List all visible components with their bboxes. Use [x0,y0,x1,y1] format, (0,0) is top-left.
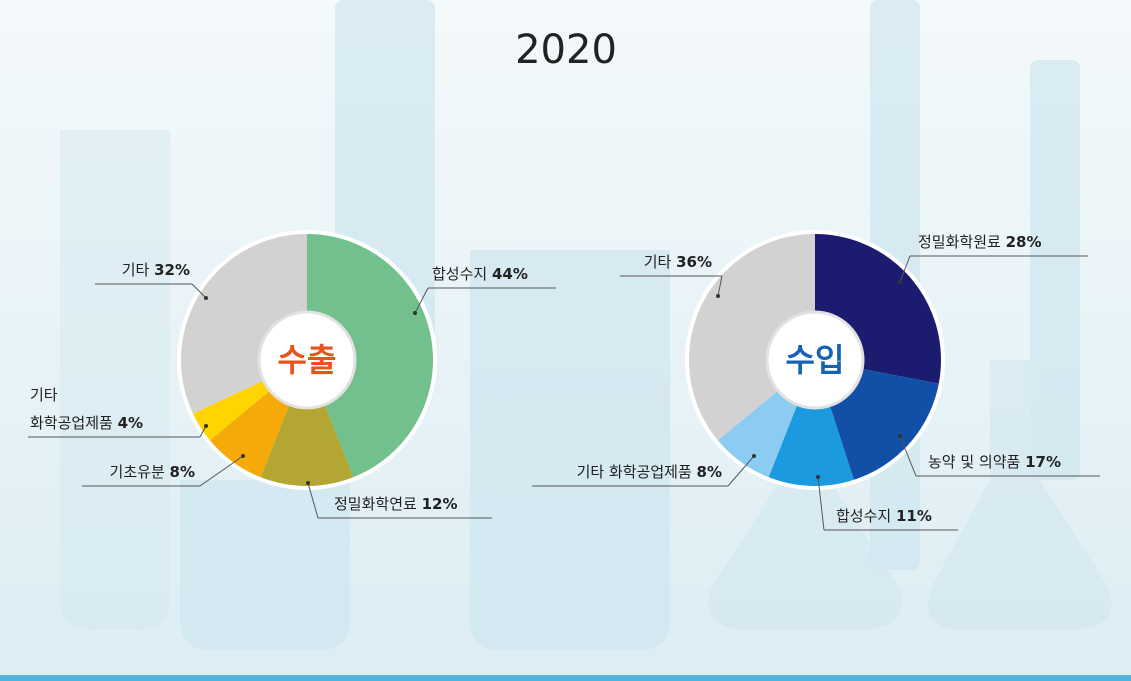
center-ring [765,310,865,410]
leader-dot [241,454,245,458]
value-label: 44% [492,265,528,283]
slice-label: 합성수지 11% [836,507,932,525]
leader-line [899,255,911,283]
category-label: 기타 화학공업제품 [30,386,113,432]
slice-label: 농약 및 의약품 17% [928,453,1061,471]
category-label: 합성수지 [836,507,891,525]
pie-border [685,230,945,490]
value-label: 28% [1006,233,1042,251]
pie-slice [687,232,815,442]
pie-slice [307,232,436,480]
leader-line [307,482,319,519]
leader-line [817,476,825,531]
leader-dot [413,311,417,315]
category-label: 기타 화학공업제품 [577,463,692,481]
bottom-strip [0,675,1131,681]
value-label: 8% [170,463,195,481]
value-label: 11% [896,507,932,525]
pie-slice [767,360,855,488]
leader-line [199,455,244,487]
slice-label: 기타 32% [122,261,190,279]
value-label: 32% [154,261,190,279]
category-label: 합성수지 [432,265,487,283]
slice-label: 기타 화학공업제품 8% [577,463,722,481]
leader-line [899,435,917,477]
leader-dot [898,280,902,284]
value-label: 4% [118,414,143,432]
leader-line [727,455,755,487]
leader-line [717,275,723,297]
leader-dot [898,434,902,438]
leader-dot [752,454,756,458]
slice-label: 기타 화학공업제품 4% [30,386,143,432]
center-label: 수출 [278,341,337,379]
leader-line [191,283,207,299]
value-label: 8% [697,463,722,481]
slice-label: 기타 36% [644,253,712,271]
title: 2020 [515,27,617,73]
leader-dot [306,481,310,485]
slice-label: 정밀화학원료 28% [918,233,1042,251]
category-label: 기초유분 [110,463,165,481]
category-label: 정밀화학원료 [918,233,1001,251]
leader-line [199,425,207,438]
center-ring [257,310,357,410]
slice-label: 기초유분 8% [110,463,195,481]
leader-line [414,287,429,314]
value-label: 12% [422,495,458,513]
leader-dot [816,475,820,479]
leader-dot [204,296,208,300]
slice-label: 합성수지 44% [432,265,528,283]
leader-dot [204,424,208,428]
slice-label: 정밀화학연료 12% [334,495,458,513]
category-label: 정밀화학연료 [334,495,417,513]
category-label: 기타 [122,261,150,279]
pie-slice [259,360,355,488]
category-label: 기타 [644,253,672,271]
category-label: 농약 및 의약품 [928,453,1020,471]
center-label: 수입 [786,341,845,379]
value-label: 36% [676,253,712,271]
value-label: 17% [1025,453,1061,471]
leader-dot [716,294,720,298]
pie-border [177,230,437,490]
